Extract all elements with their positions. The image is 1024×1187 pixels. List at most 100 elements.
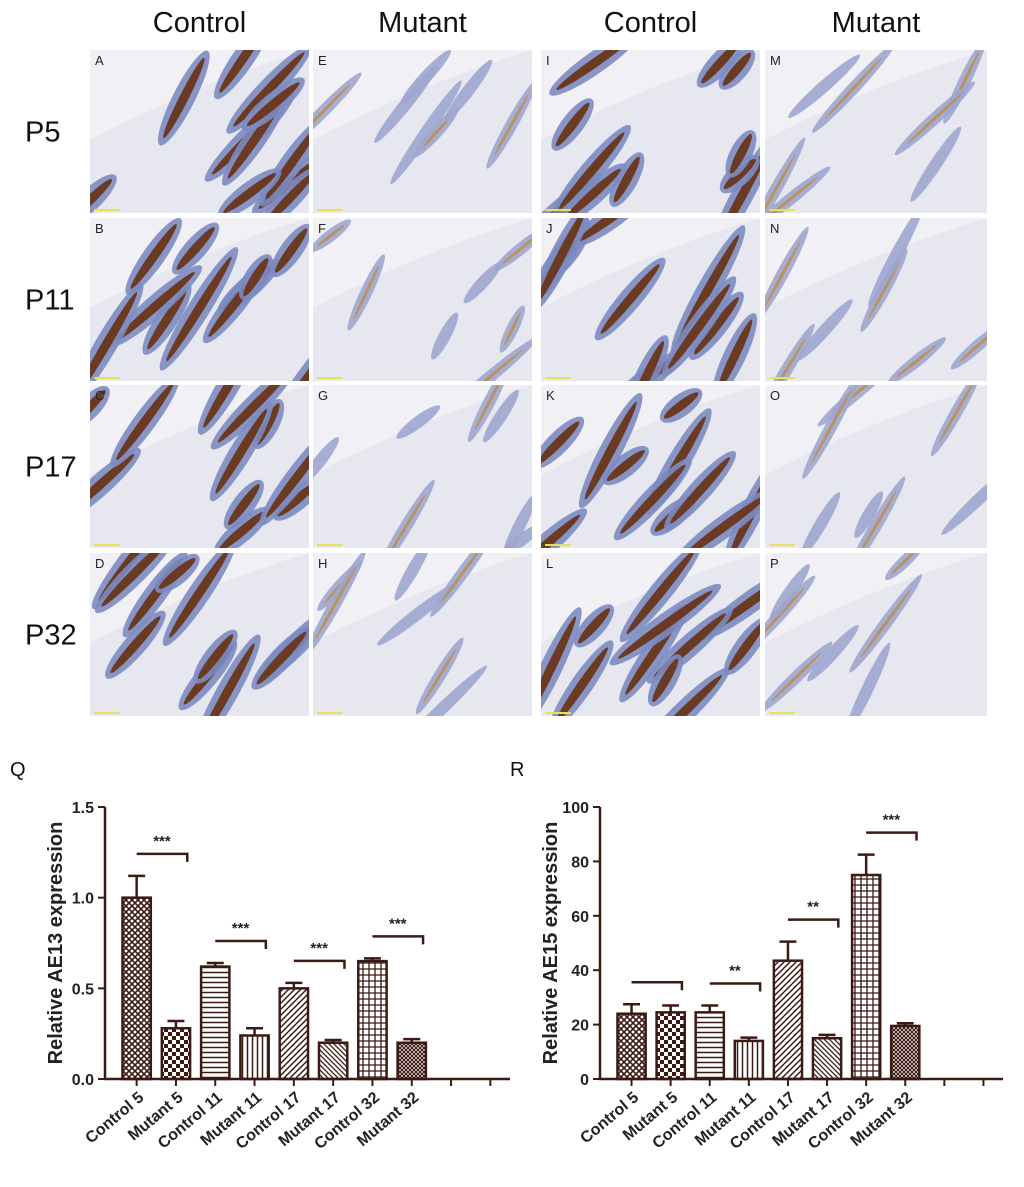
hair-shaft <box>769 336 807 381</box>
hair-shaft <box>218 511 266 548</box>
hair-shaft <box>316 224 345 247</box>
hair-shaft <box>891 553 918 575</box>
significance-label: ** <box>807 899 819 916</box>
hair-shaft <box>271 332 309 381</box>
hair-shaft <box>670 457 731 524</box>
panel-letter: B <box>95 221 104 236</box>
micrograph <box>313 553 532 716</box>
hair-shaft <box>578 218 642 242</box>
hair-shaft <box>958 330 987 363</box>
follicle <box>788 54 861 119</box>
follicle <box>854 491 884 538</box>
y-axis-label: Relative AE13 expression <box>45 822 67 1065</box>
y-tick-label: 60 <box>571 909 589 926</box>
column-header: Control <box>153 7 247 39</box>
y-tick-label: 20 <box>571 1018 589 1035</box>
bar <box>199 965 231 1081</box>
row-label: P5 <box>25 117 60 149</box>
hair-shaft <box>223 173 277 213</box>
significance-label: *** <box>389 915 407 932</box>
bar <box>317 1041 349 1081</box>
micrograph <box>765 553 987 716</box>
significance-bracket <box>215 939 268 949</box>
panel-letter: A <box>95 53 104 68</box>
follicle <box>807 625 859 682</box>
follicle <box>868 218 924 307</box>
bar <box>396 1041 428 1081</box>
micrograph <box>541 218 760 381</box>
hair-shaft <box>420 115 452 150</box>
bar <box>811 1036 843 1081</box>
dermis <box>90 553 309 716</box>
micrograph <box>313 385 532 548</box>
column-header: Control <box>604 7 698 39</box>
bar <box>694 1011 726 1081</box>
hair-shaft <box>169 553 230 638</box>
hair-shaft <box>198 634 234 680</box>
panel-letter: E <box>318 53 327 68</box>
follicle <box>392 665 488 716</box>
panel-label: Q <box>10 759 26 781</box>
panel-letter: P <box>770 556 779 571</box>
y-tick-label: 40 <box>571 963 589 980</box>
bar <box>850 873 882 1081</box>
significance-bracket <box>709 982 762 992</box>
hair-shaft <box>717 319 753 381</box>
hair-shaft <box>556 50 635 90</box>
hair-shaft <box>314 565 357 641</box>
micrograph <box>313 50 532 213</box>
hair-shaft <box>541 218 587 305</box>
hair-shaft <box>313 83 351 136</box>
significance-label: *** <box>153 833 171 850</box>
micrograph <box>541 553 760 716</box>
follicle <box>845 642 891 716</box>
hair-shaft <box>423 649 456 703</box>
bar <box>239 1034 270 1081</box>
hair-shaft <box>613 156 640 203</box>
bar <box>655 1011 686 1081</box>
follicle <box>394 553 432 601</box>
micrograph <box>313 218 532 381</box>
hair-shaft <box>701 50 740 84</box>
column-header: Mutant <box>378 7 467 39</box>
hair-shaft <box>541 421 580 465</box>
significance-label: *** <box>232 920 250 937</box>
hair-shaft <box>163 57 205 139</box>
hair-shaft <box>243 258 269 297</box>
hair-shaft <box>722 52 752 86</box>
panel-letter: C <box>95 388 104 403</box>
hair-shaft <box>645 675 722 716</box>
significance-label: ** <box>729 963 741 980</box>
dermis <box>765 385 987 548</box>
hair-shaft <box>90 454 135 516</box>
hair-shaft <box>620 464 686 534</box>
bar <box>616 1012 647 1081</box>
micrograph <box>90 50 309 213</box>
follicle <box>313 437 340 486</box>
row-label: P17 <box>25 452 77 484</box>
hair-shaft <box>765 586 805 640</box>
hair-shaft <box>765 241 801 307</box>
hair-shaft <box>558 132 625 210</box>
hair-shaft <box>555 647 608 716</box>
bar <box>889 1024 921 1081</box>
y-tick-label: 1.0 <box>72 891 94 908</box>
hair-shaft <box>728 622 760 671</box>
panel-letter: I <box>546 53 550 68</box>
hair-shaft <box>219 50 267 93</box>
hair-shaft <box>90 291 138 381</box>
hair-shaft <box>541 616 576 716</box>
y-tick-label: 100 <box>562 800 589 817</box>
hair-shaft <box>474 385 504 431</box>
y-tick-label: 1.5 <box>72 800 94 817</box>
panel-letter: J <box>546 221 553 236</box>
micrograph <box>90 218 309 381</box>
hair-shaft <box>555 102 590 147</box>
hair-shaft <box>110 616 161 674</box>
hair-shaft <box>618 590 713 659</box>
hair-shaft <box>730 134 752 174</box>
panel-letter: M <box>770 53 781 68</box>
hair-shaft <box>199 643 255 716</box>
hair-shaft <box>440 553 486 604</box>
